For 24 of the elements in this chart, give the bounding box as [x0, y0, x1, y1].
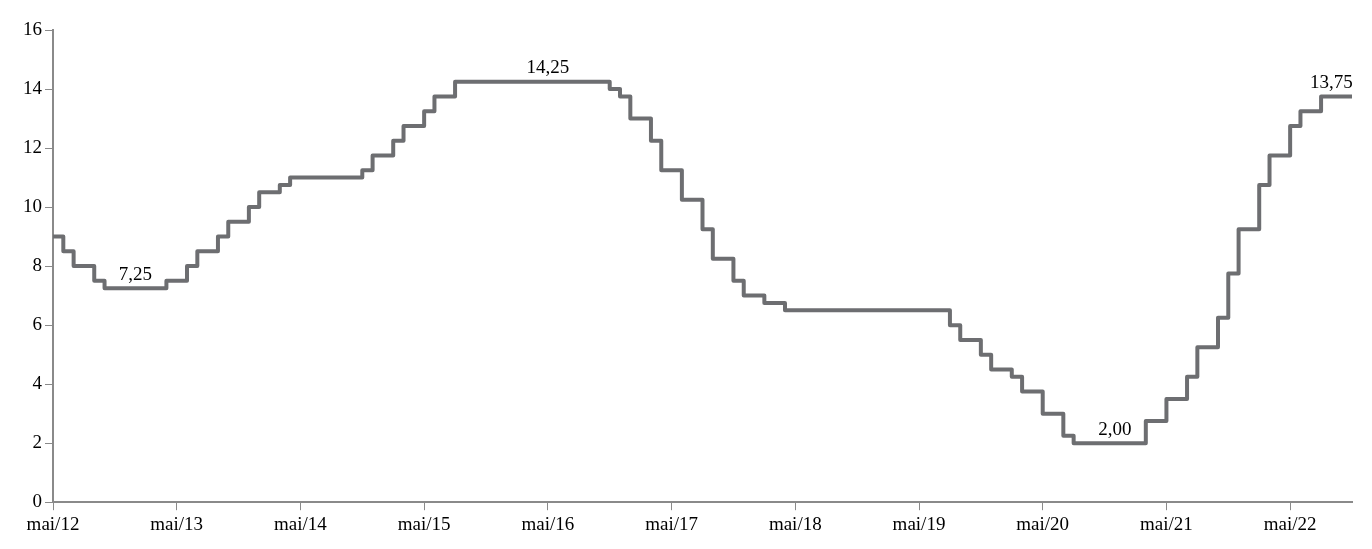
y-tick-label: 4	[32, 372, 43, 394]
x-tick-label: mai/21	[1140, 512, 1193, 534]
y-tick-label: 0	[32, 490, 42, 512]
x-tick-label: mai/18	[768, 512, 822, 534]
y-tick-label: 12	[23, 136, 42, 158]
y-tick-label: 2	[32, 431, 42, 453]
annotation: 2,00	[1098, 417, 1132, 439]
annotation: 13,75	[1310, 70, 1353, 92]
x-tick-label: mai/19	[892, 512, 946, 534]
x-tick-label: mai/14	[274, 512, 328, 534]
x-tick-label: mai/13	[150, 512, 204, 534]
x-tick-label: mai/12	[26, 512, 80, 534]
annotation: 14,25	[526, 56, 570, 78]
annotation: 7,25	[118, 262, 153, 284]
y-tick-label: 16	[23, 17, 42, 39]
x-tick-label: mai/20	[1016, 512, 1070, 534]
x-tick-label: mai/22	[1263, 512, 1317, 534]
y-tick-label: 8	[32, 254, 42, 276]
y-tick-label: 6	[32, 313, 42, 335]
x-tick-label: mai/15	[397, 512, 451, 534]
x-tick-label: mai/16	[521, 512, 575, 534]
y-tick-label: 14	[23, 77, 43, 99]
x-tick-label: mai/17	[645, 512, 698, 534]
y-tick-label: 10	[23, 195, 42, 217]
